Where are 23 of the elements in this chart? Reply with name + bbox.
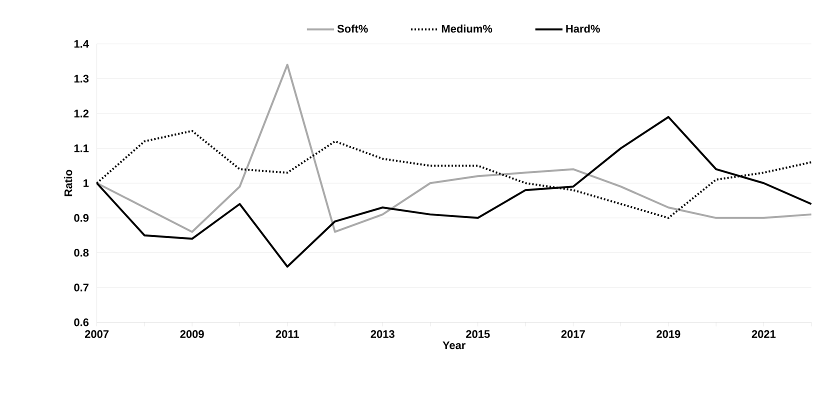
line-series (96, 64, 812, 233)
y-tick-label: 0.7 (74, 284, 89, 292)
y-axis-title: Ratio (64, 170, 72, 196)
legend-label: Hard% (566, 24, 600, 33)
y-tick-label: 0.6 (74, 318, 89, 326)
x-tick-label: 2007 (84, 330, 109, 338)
x-tick-label: 2021 (752, 330, 776, 338)
legend-label: Medium% (442, 24, 492, 33)
x-tick-label: 2017 (561, 330, 585, 338)
y-tick-label: 0.8 (74, 248, 89, 257)
x-tick-label: 2019 (656, 330, 680, 338)
legend-label: Soft% (337, 24, 368, 33)
y-tick-label: 1.3 (74, 74, 89, 83)
x-tick-label: 2015 (466, 330, 490, 338)
y-tick-label: 1.4 (74, 40, 89, 48)
y-tick-label: 0.9 (74, 214, 89, 222)
y-tick-label: 1.1 (74, 144, 89, 152)
x-tick-label: 2009 (180, 330, 204, 338)
x-tick-label: 2011 (276, 330, 299, 338)
x-axis-title: Year (442, 341, 466, 350)
x-tick-label: 2013 (370, 330, 394, 338)
y-tick-label: 1.2 (74, 110, 89, 118)
y-tick-label: 1 (84, 179, 89, 187)
